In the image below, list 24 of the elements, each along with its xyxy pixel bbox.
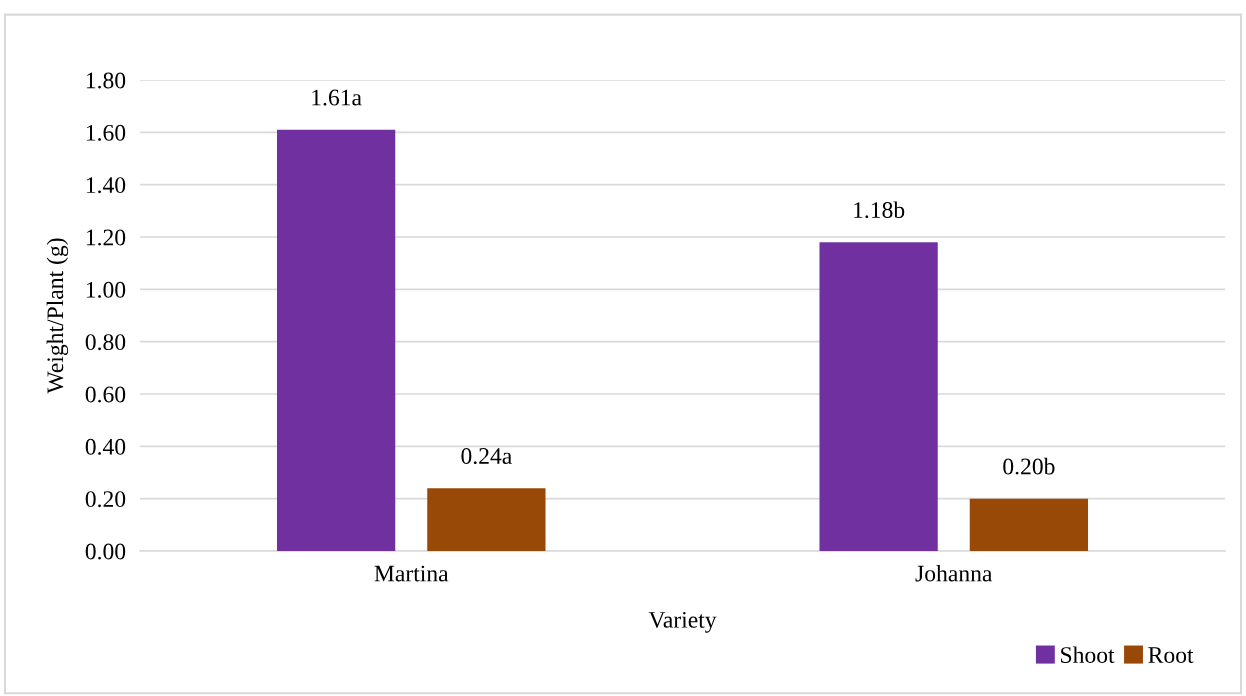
data-label: 1.18b <box>854 201 905 219</box>
y-tick-label: 0.00 <box>85 543 126 560</box>
y-tick-label: 0.60 <box>85 386 126 403</box>
y-axis-title: Weight/Plant (g) <box>46 238 69 394</box>
legend-label: Shoot <box>1061 646 1115 663</box>
y-tick-label: 1.80 <box>86 72 126 89</box>
y-tick-label: 0.40 <box>85 438 126 455</box>
y-tick-label: 1.20 <box>86 229 126 246</box>
y-tick-label: 1.60 <box>86 124 126 141</box>
legend-label: Root <box>1148 647 1194 663</box>
x-tick-label: Martina <box>374 565 449 582</box>
y-tick-label: 0.20 <box>85 491 126 508</box>
data-label: 0.24a <box>461 448 512 465</box>
bar <box>969 498 1089 551</box>
y-tick-label: 1.40 <box>86 177 126 194</box>
data-label: 1.61a <box>312 89 362 106</box>
bar <box>819 242 938 551</box>
x-tick-label: Johanna <box>915 564 993 582</box>
y-tick-label: 1.00 <box>86 281 126 298</box>
x-axis-title: Variety <box>648 611 717 633</box>
data-label: 0.20b <box>1003 457 1055 475</box>
bar <box>427 488 546 551</box>
bar <box>276 129 396 551</box>
y-tick-label: 0.80 <box>85 334 126 351</box>
